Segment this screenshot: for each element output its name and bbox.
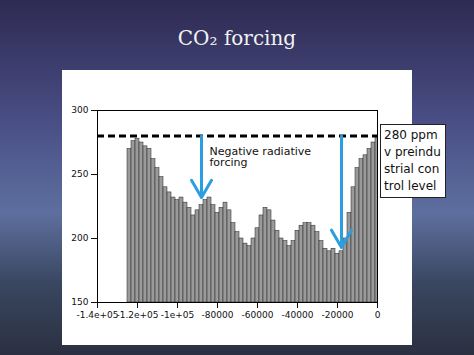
svg-text:-1.2e+05: -1.2e+05: [116, 310, 158, 320]
html-text:280 ppmv preindustrial control: 280 ppmv preindustrial control level: [384, 128, 441, 193]
svg-text:150: 150: [71, 297, 88, 307]
svg-text:200: 200: [71, 233, 88, 243]
svg-text:300: 300: [71, 105, 88, 115]
svg-text:-80000: -80000: [202, 310, 234, 320]
html-text:CO₂ forcing: CO₂ forcing: [177, 26, 297, 50]
svg-text:-20000: -20000: [322, 310, 354, 320]
svg-text:-40000: -40000: [282, 310, 314, 320]
svg-text:-1.4e+05: -1.4e+05: [76, 310, 118, 320]
svg-text:-60000: -60000: [242, 310, 274, 320]
svg-text:Negative radiativeforcing: Negative radiativeforcing: [210, 145, 312, 169]
svg-text:0: 0: [375, 310, 381, 320]
svg-text:250: 250: [71, 169, 88, 179]
svg-text:-1e+05: -1e+05: [161, 310, 195, 320]
